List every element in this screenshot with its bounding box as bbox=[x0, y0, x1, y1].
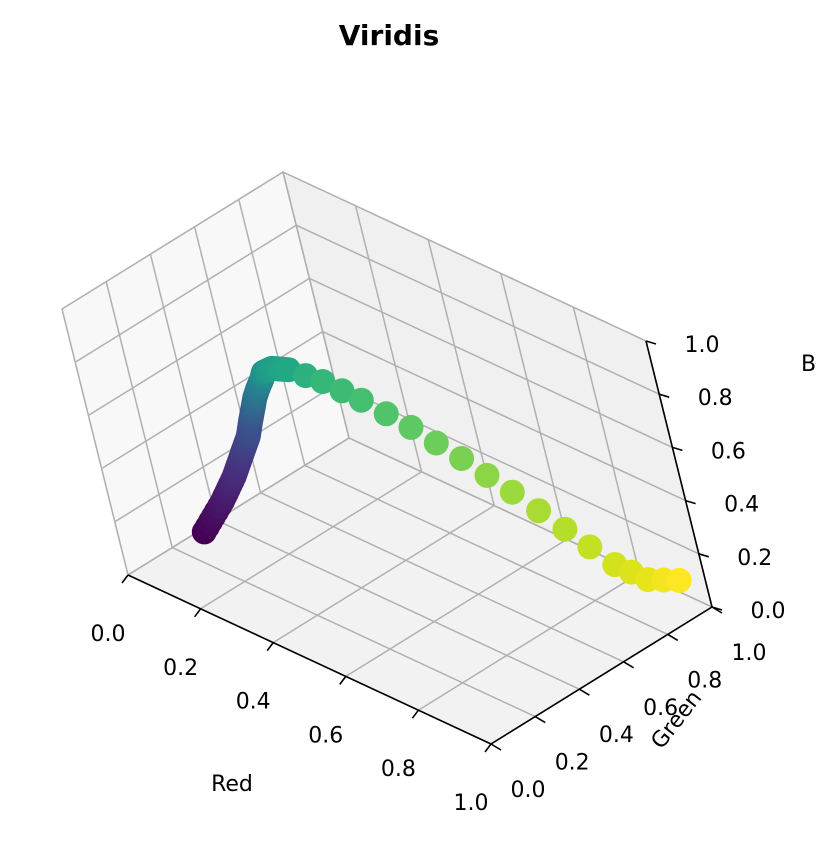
floor-grid-red bbox=[200, 471, 422, 610]
y-tick-label: 0.0 bbox=[511, 778, 546, 803]
x-axis-line bbox=[127, 574, 492, 745]
y-tick-mark bbox=[534, 715, 546, 724]
tick-labels: 0.0 0.2 0.4 0.6 0.8 1.0 0.0 0.2 0.4 0.6 0.8 1.0 0.0 0… bbox=[91, 333, 786, 816]
data-point bbox=[526, 498, 552, 524]
z-axis-line bbox=[645, 340, 713, 608]
left-grid-blue bbox=[74, 224, 297, 363]
z-tick-mark bbox=[698, 553, 710, 558]
floor-grid-green bbox=[260, 492, 624, 663]
floor-grid-red bbox=[345, 538, 568, 678]
back-grid-red bbox=[500, 273, 568, 540]
left-grid-green bbox=[149, 254, 218, 521]
z-tick-label: 1.0 bbox=[685, 333, 720, 358]
data-point bbox=[552, 516, 578, 542]
x-tick-label: 1.0 bbox=[454, 791, 489, 816]
left-grid-blue bbox=[88, 277, 310, 417]
z-tick-label: 0.4 bbox=[724, 493, 759, 518]
floor-grid-red bbox=[272, 504, 495, 644]
x-tick-mark bbox=[266, 642, 274, 652]
left-grid-green bbox=[238, 199, 306, 466]
y-tick-label: 0.4 bbox=[599, 723, 634, 748]
left-grid-green bbox=[105, 281, 173, 548]
data-point bbox=[348, 387, 374, 413]
y-tick-mark bbox=[490, 743, 502, 751]
back-grid-red bbox=[427, 239, 495, 506]
z-tick-mark bbox=[685, 499, 696, 505]
left-grid-blue bbox=[114, 384, 337, 523]
z-tick-mark bbox=[658, 393, 670, 398]
back-grid-blue bbox=[322, 330, 686, 502]
data-point bbox=[398, 414, 424, 440]
floor-grid-green bbox=[304, 464, 669, 636]
z-tick-mark bbox=[711, 606, 723, 611]
axis-lines bbox=[121, 340, 723, 753]
x-tick-mark bbox=[193, 608, 202, 618]
data-point bbox=[329, 378, 355, 404]
z-tick-label: 0.8 bbox=[698, 386, 733, 411]
z-tick-label: 0.2 bbox=[737, 546, 772, 571]
x-tick-label: 0.6 bbox=[308, 723, 343, 748]
data-point bbox=[666, 567, 692, 593]
floor-grid-red bbox=[418, 572, 640, 711]
y-axis-line bbox=[490, 606, 713, 745]
left-grid-blue bbox=[61, 171, 284, 310]
back-grid-blue bbox=[309, 277, 673, 449]
x-tick-mark bbox=[121, 574, 129, 584]
y-tick-mark bbox=[623, 661, 635, 669]
y-tick-label: 0.2 bbox=[555, 751, 590, 776]
z-tick-label: 0.0 bbox=[751, 599, 786, 624]
x-axis-label: Red bbox=[211, 772, 253, 797]
back-grid-blue bbox=[295, 224, 660, 395]
back-grid-red bbox=[572, 307, 641, 574]
y-tick-label: 0.6 bbox=[643, 696, 678, 721]
floor-grid-green bbox=[171, 546, 536, 718]
x-tick-label: 0.0 bbox=[91, 622, 126, 647]
x-tick-label: 0.8 bbox=[381, 757, 416, 782]
back-grid-blue bbox=[282, 171, 647, 342]
data-point bbox=[423, 430, 449, 456]
floor-grid-green bbox=[216, 519, 580, 690]
left-grid-green bbox=[61, 308, 129, 576]
x-tick-label: 0.4 bbox=[236, 690, 271, 715]
x-tick-label: 0.2 bbox=[163, 656, 198, 681]
left-grid-blue bbox=[127, 437, 350, 576]
y-tick-mark bbox=[578, 688, 590, 696]
data-point bbox=[577, 534, 603, 560]
x-tick-mark bbox=[411, 709, 420, 719]
z-tick-mark bbox=[672, 446, 683, 452]
x-tick-mark bbox=[339, 675, 347, 685]
axis-panes bbox=[61, 170, 714, 745]
z-tick-mark bbox=[645, 340, 657, 345]
data-point bbox=[499, 479, 525, 505]
data-point bbox=[310, 369, 336, 394]
y-tick-label: 1.0 bbox=[732, 641, 767, 666]
left-grid-blue bbox=[101, 330, 323, 470]
y-tick-label: 0.8 bbox=[687, 668, 722, 693]
chart-title: Viridis bbox=[339, 19, 440, 52]
z-tick-label: 0.6 bbox=[711, 439, 746, 464]
data-point bbox=[449, 446, 475, 471]
z-axis-label: B bbox=[801, 352, 816, 377]
y-tick-mark bbox=[667, 633, 679, 642]
data-points bbox=[191, 355, 692, 593]
x-tick-mark bbox=[484, 743, 492, 753]
data-point bbox=[474, 462, 500, 488]
data-point bbox=[373, 401, 399, 427]
